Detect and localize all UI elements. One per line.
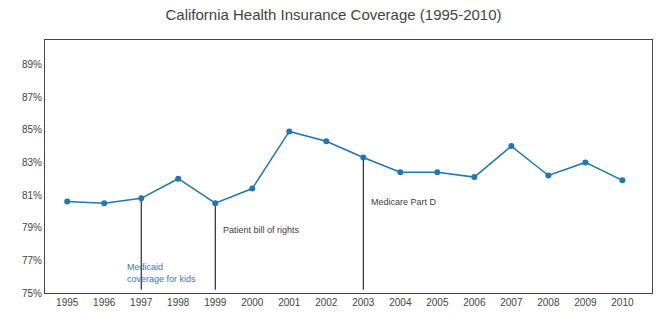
svg-text:2004: 2004 (389, 297, 412, 308)
svg-text:79%: 79% (22, 222, 42, 233)
svg-text:California Health Insurance Co: California Health Insurance Coverage (19… (165, 6, 501, 23)
svg-text:1998: 1998 (167, 297, 190, 308)
svg-text:2006: 2006 (463, 297, 486, 308)
svg-text:2008: 2008 (537, 297, 560, 308)
svg-text:75%: 75% (22, 288, 42, 299)
svg-text:Medicare Part D: Medicare Part D (371, 197, 437, 207)
svg-text:77%: 77% (22, 255, 42, 266)
svg-text:2005: 2005 (426, 297, 449, 308)
svg-text:1996: 1996 (93, 297, 116, 308)
svg-text:2003: 2003 (352, 297, 375, 308)
svg-text:2002: 2002 (315, 297, 338, 308)
svg-text:1997: 1997 (130, 297, 153, 308)
svg-text:2009: 2009 (574, 297, 597, 308)
svg-text:Medicaidcoverage for kids: Medicaidcoverage for kids (127, 262, 196, 284)
svg-text:2010: 2010 (611, 297, 634, 308)
svg-text:2000: 2000 (241, 297, 264, 308)
svg-text:85%: 85% (22, 124, 42, 135)
svg-text:87%: 87% (22, 92, 42, 103)
svg-text:1995: 1995 (56, 297, 79, 308)
svg-text:Patient bill of rights: Patient bill of rights (223, 225, 300, 235)
svg-text:81%: 81% (22, 190, 42, 201)
svg-text:2007: 2007 (500, 297, 523, 308)
svg-text:83%: 83% (22, 157, 42, 168)
svg-text:89%: 89% (22, 59, 42, 70)
svg-text:2001: 2001 (278, 297, 301, 308)
svg-text:1999: 1999 (204, 297, 227, 308)
